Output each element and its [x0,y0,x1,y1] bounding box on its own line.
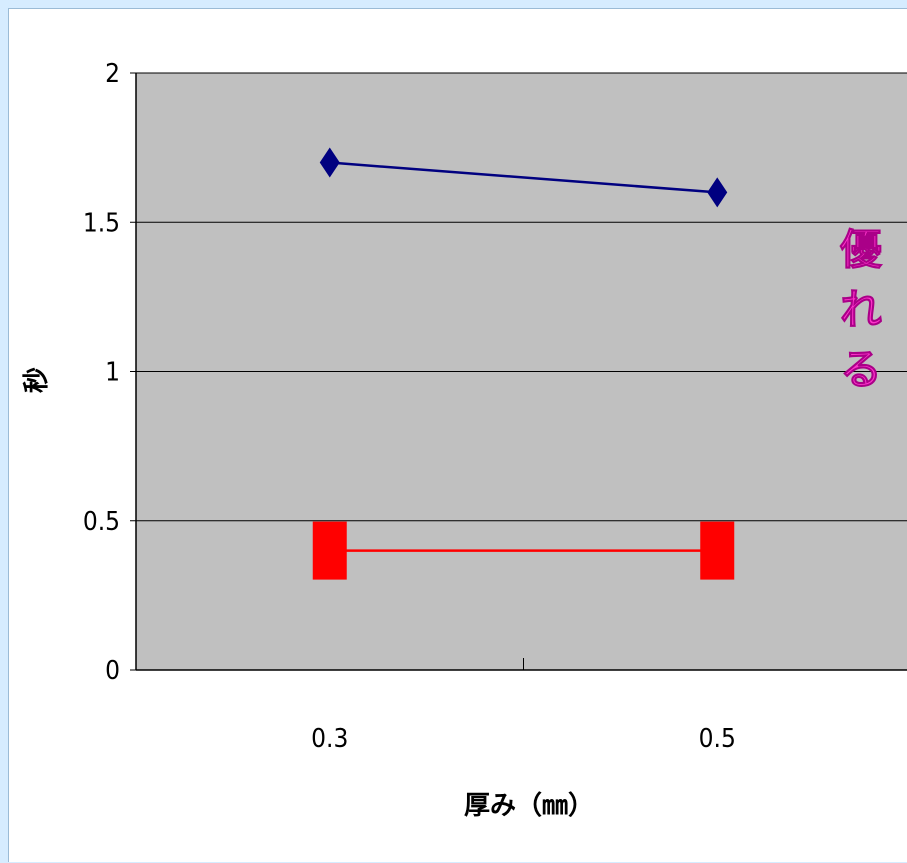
y-tick-label: 1.5 [83,208,120,238]
y-tick-label: 2 [105,59,120,89]
superior-annotation: 優れる [839,225,884,395]
y-tick-label: 0.5 [83,507,120,537]
series-1-point [707,177,728,208]
x-axis-title: 厚み（㎜） [464,791,594,821]
series-2-point [700,521,735,580]
series-group [312,147,735,580]
line-chart: 0 0.5 1 1.5 2 0.3 0.5 厚み（㎜） 秒 優れる [22,59,907,821]
y-axis-title: 秒 [22,367,52,393]
x-tick-label: 0.5 [699,724,736,754]
y-tick-label: 1 [105,358,120,388]
y-axis-ticks: 0 0.5 1 1.5 2 [83,59,136,686]
series-1-line [329,161,718,194]
x-axis-ticks: 0.3 0.5 [311,658,736,754]
annotation-char: 優 [839,225,883,274]
series-1-point [319,147,340,178]
series-2-point [312,521,347,580]
y-tick-label: 0 [105,656,120,686]
annotation-char: れ [840,285,882,334]
chart-frame: 0 0.5 1 1.5 2 0.3 0.5 厚み（㎜） 秒 優れる [8,8,907,862]
x-tick-label: 0.3 [311,724,348,754]
annotation-char: る [840,345,882,394]
